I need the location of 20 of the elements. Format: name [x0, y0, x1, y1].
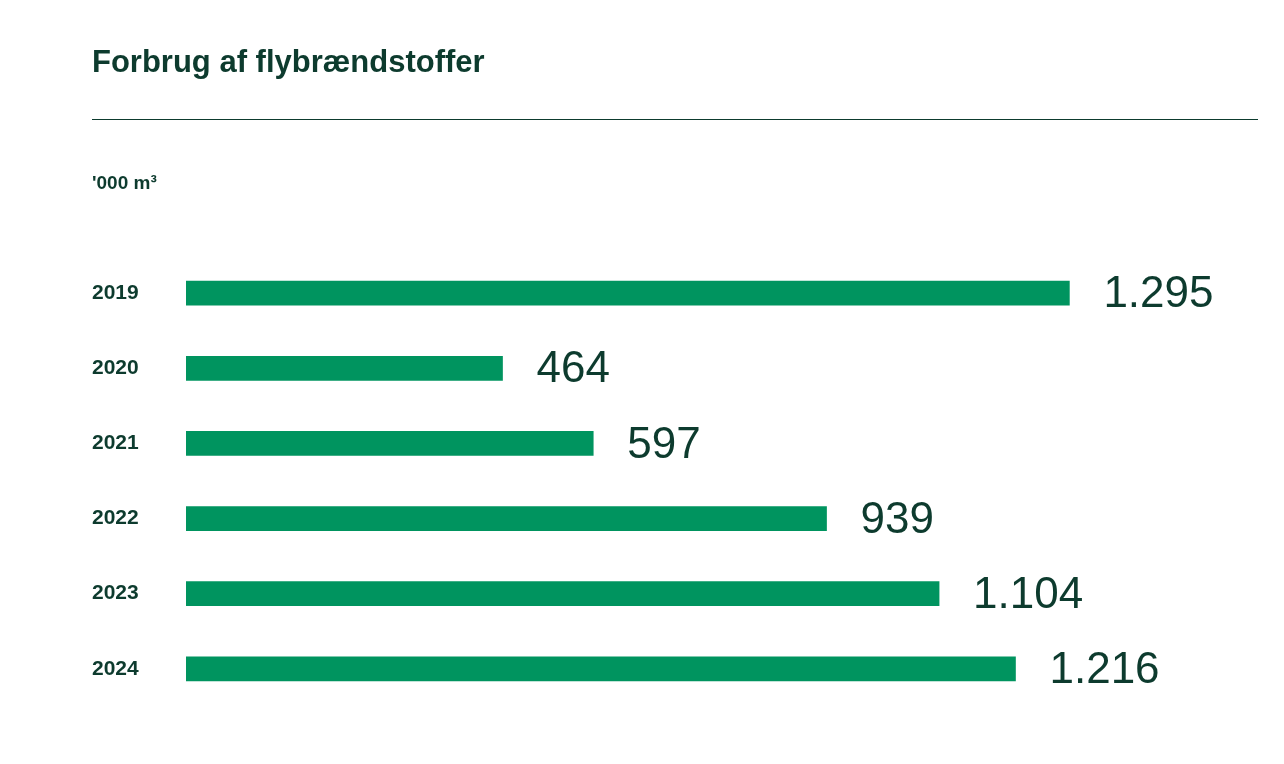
- bar: [186, 656, 1016, 682]
- y-tick-label: 2020: [92, 355, 139, 379]
- data-label: 1.104: [973, 567, 1084, 617]
- data-label: 597: [627, 417, 701, 467]
- y-tick-label: 2019: [92, 279, 139, 303]
- bar: [186, 431, 594, 456]
- bar: [186, 506, 827, 531]
- bar: [186, 581, 940, 607]
- y-tick-label: 2023: [92, 580, 139, 604]
- data-label: 1.216: [1049, 642, 1160, 692]
- y-tick-label: 2021: [92, 430, 140, 454]
- data-label: 1.295: [1103, 267, 1214, 317]
- data-label: 939: [860, 492, 934, 542]
- y-tick-label: 2022: [92, 505, 139, 529]
- data-label: 464: [536, 342, 610, 392]
- chart-title: Forbrug af flybrændstoffer: [92, 44, 485, 80]
- chart-subtitle: '000 m³: [92, 172, 157, 194]
- y-tick-label: 2024: [92, 655, 140, 679]
- bar: [186, 355, 503, 381]
- bar: [186, 280, 1070, 306]
